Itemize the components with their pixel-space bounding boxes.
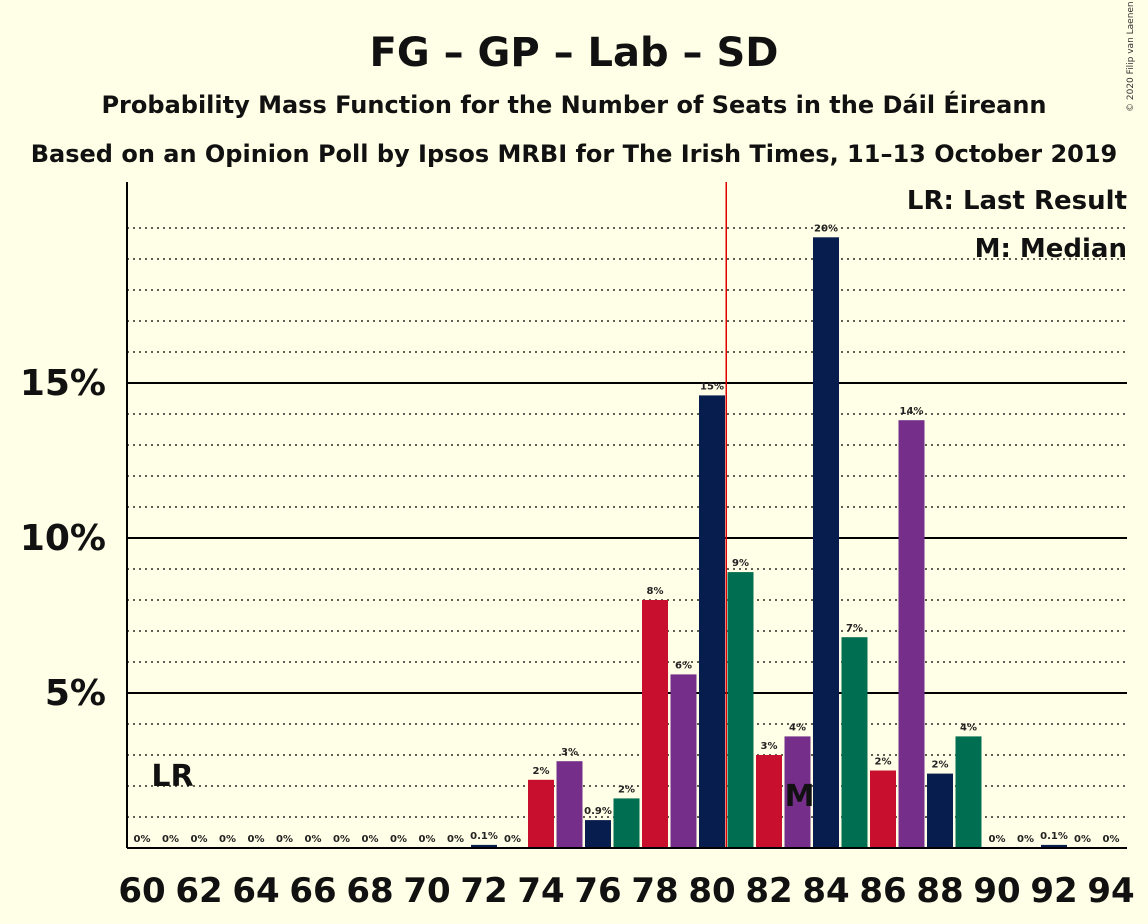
data-label: 0% bbox=[191, 834, 208, 845]
data-label: 0% bbox=[134, 834, 151, 845]
data-label: 4% bbox=[789, 722, 806, 733]
bar-seats-83 bbox=[784, 736, 811, 848]
data-label: 15% bbox=[700, 381, 724, 392]
data-labels: 0% 0% 0% 0% 0% 0% 0% 0% 0% 0% 0% 0% 0.1% 0% 2% 3% 0.9% 2%… bbox=[134, 223, 1120, 845]
data-label: 3% bbox=[761, 741, 778, 752]
median-label: M bbox=[785, 779, 815, 814]
bar-seats-85 bbox=[841, 637, 868, 848]
data-label: 0% bbox=[1017, 834, 1034, 845]
bar-seats-81 bbox=[727, 572, 754, 848]
bar-seats-84 bbox=[813, 237, 839, 849]
data-label: 8% bbox=[647, 586, 664, 597]
data-label: 0.1% bbox=[1040, 831, 1068, 842]
data-label: 2% bbox=[875, 757, 892, 768]
x-tick-label: 68 bbox=[346, 871, 393, 911]
x-tick-label: 90 bbox=[973, 871, 1020, 911]
data-label: 2% bbox=[932, 760, 949, 771]
bar-seats-92 bbox=[1041, 844, 1067, 848]
legend-median: M: Median bbox=[975, 234, 1127, 264]
last-result-label: LR bbox=[151, 759, 193, 794]
data-label: 0.1% bbox=[470, 831, 498, 842]
bar-seats-72 bbox=[471, 844, 497, 848]
data-label: 0% bbox=[362, 834, 379, 845]
grid-lines bbox=[127, 227, 1127, 818]
x-tick-label: 70 bbox=[403, 871, 450, 911]
data-label: 7% bbox=[846, 623, 863, 634]
x-tick-label: 64 bbox=[232, 871, 279, 911]
y-tick-label: 15% bbox=[20, 363, 106, 404]
chart-title: FG – GP – Lab – SD bbox=[370, 30, 779, 76]
bar-seats-80 bbox=[699, 395, 725, 848]
legend-last-result: LR: Last Result bbox=[907, 186, 1127, 216]
data-label: 0% bbox=[305, 834, 322, 845]
x-tick-label: 72 bbox=[460, 871, 507, 911]
x-tick-label: 74 bbox=[517, 871, 564, 911]
bar-seats-78 bbox=[642, 600, 668, 848]
x-axis-ticks: 60 62 64 66 68 70 72 74 76 78 80 82 84 86 88 90 92 94 bbox=[118, 871, 1134, 911]
data-label: 2% bbox=[618, 784, 635, 795]
bar-seats-74 bbox=[528, 779, 554, 848]
data-label: 0% bbox=[390, 834, 407, 845]
data-label: 0% bbox=[504, 834, 521, 845]
data-label: 6% bbox=[675, 660, 692, 671]
data-label: 0% bbox=[219, 834, 236, 845]
bar-seats-77 bbox=[613, 798, 640, 848]
x-tick-label: 92 bbox=[1030, 871, 1077, 911]
bar-seats-89 bbox=[955, 736, 982, 848]
data-label: 0% bbox=[989, 834, 1006, 845]
bar-seats-75 bbox=[556, 761, 583, 848]
bar-seats-86 bbox=[870, 770, 896, 848]
data-label: 0% bbox=[447, 834, 464, 845]
data-label: 20% bbox=[814, 223, 838, 234]
x-tick-label: 78 bbox=[631, 871, 678, 911]
bar-seats-76 bbox=[585, 820, 611, 848]
x-tick-label: 82 bbox=[745, 871, 792, 911]
bar-seats-79 bbox=[670, 674, 697, 848]
copyright-notice: © 2020 Filip van Laenen bbox=[1126, 1, 1136, 112]
data-label: 3% bbox=[561, 747, 578, 758]
bar-seats-82 bbox=[756, 755, 782, 848]
y-tick-label: 10% bbox=[20, 518, 106, 559]
data-label: 0% bbox=[333, 834, 350, 845]
chart-subtitle-2: Based on an Opinion Poll by Ipsos MRBI f… bbox=[31, 140, 1118, 168]
data-label: 14% bbox=[900, 406, 924, 417]
x-tick-label: 62 bbox=[175, 871, 222, 911]
x-tick-label: 60 bbox=[118, 871, 165, 911]
bars bbox=[471, 237, 1067, 849]
x-tick-label: 86 bbox=[859, 871, 906, 911]
x-tick-label: 76 bbox=[574, 871, 621, 911]
x-tick-label: 80 bbox=[688, 871, 735, 911]
y-tick-label: 5% bbox=[45, 673, 106, 714]
data-label: 0% bbox=[162, 834, 179, 845]
x-tick-label: 84 bbox=[802, 871, 849, 911]
bar-seats-87 bbox=[898, 420, 925, 848]
x-tick-label: 94 bbox=[1087, 871, 1134, 911]
data-label: 0% bbox=[1074, 834, 1091, 845]
data-label: 0% bbox=[1103, 834, 1120, 845]
data-label: 2% bbox=[533, 766, 550, 777]
bar-seats-88 bbox=[927, 773, 953, 848]
data-label: 0% bbox=[419, 834, 436, 845]
x-tick-label: 88 bbox=[916, 871, 963, 911]
data-label: 0% bbox=[276, 834, 293, 845]
data-label: 9% bbox=[732, 558, 749, 569]
data-label: 4% bbox=[960, 722, 977, 733]
y-axis-ticks: 5% 10% 15% bbox=[20, 363, 106, 714]
chart-subtitle-1: Probability Mass Function for the Number… bbox=[101, 90, 1046, 119]
data-label: 0% bbox=[248, 834, 265, 845]
data-label: 0.9% bbox=[584, 806, 612, 817]
x-tick-label: 66 bbox=[289, 871, 336, 911]
